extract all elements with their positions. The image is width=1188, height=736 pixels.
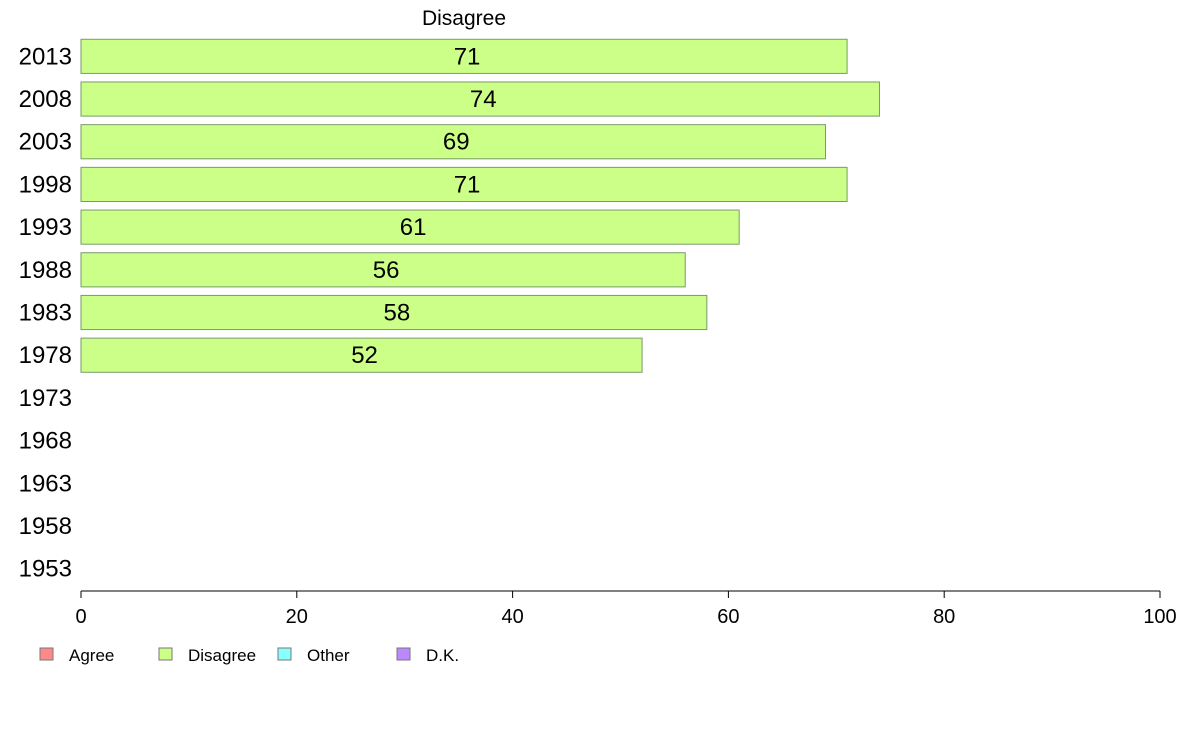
x-tick-label: 40 [501,606,523,628]
legend-label: D.K. [426,646,459,665]
bar-2003 [80,124,827,160]
x-tick-label: 100 [1143,606,1176,628]
data-label-2013: 71 [454,43,481,70]
y-tick-label: 1973 [19,385,72,412]
y-tick-label: 1993 [19,214,72,241]
y-tick-label: 1998 [19,171,72,198]
x-tick-label: 80 [933,606,955,628]
legend-swatch-disagree [158,647,173,661]
x-tick-label: 60 [717,606,739,628]
bar-2013 [80,38,848,74]
y-tick-label: 1953 [19,556,72,583]
x-tick-label: 20 [286,606,308,628]
bar-1998 [80,166,848,203]
y-tick-label: 1968 [19,428,72,455]
data-label-1998: 71 [454,171,481,198]
legend: Agree Disagree Other D.K. [39,646,459,665]
data-label-1993: 61 [400,214,427,241]
bar-1993 [80,209,740,245]
y-tick-label: 1963 [19,470,72,497]
chart-title: Disagree [422,7,506,30]
y-axis-labels: 2013 2008 2003 1998 1993 1988 1983 1978 1973 1968… [19,43,72,582]
y-tick-label: 1983 [19,300,72,327]
legend-swatch-dk [396,647,411,661]
bar-1988 [80,252,686,288]
y-tick-label: 1988 [19,257,72,284]
legend-label: Other [307,646,350,665]
bar-2008 [80,81,880,117]
data-label-2003: 69 [443,129,470,156]
y-tick-label: 1958 [19,513,72,540]
legend-swatch-other [277,647,292,661]
data-label-2008: 74 [470,86,497,113]
data-label-1978: 52 [351,342,378,369]
legend-label: Disagree [188,646,256,665]
legend-swatch-agree [39,647,54,661]
x-axis: 0 20 40 60 80 100 [75,590,1177,628]
y-tick-label: 2008 [19,86,72,113]
data-label-1983: 58 [384,300,411,327]
y-tick-label: 1978 [19,342,72,369]
bar-1978 [80,337,643,373]
bar-1983 [80,294,708,331]
x-tick-label: 0 [75,606,86,628]
legend-label: Agree [69,646,114,665]
y-tick-label: 2003 [19,129,72,156]
y-tick-label: 2013 [19,43,72,70]
data-label-1988: 56 [373,257,400,284]
